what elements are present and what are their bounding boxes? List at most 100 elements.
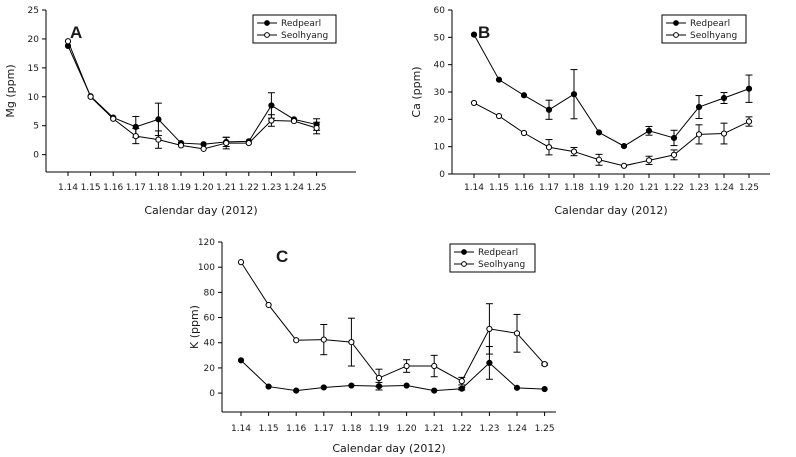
data-point [695, 103, 703, 111]
data-point [570, 148, 578, 155]
data-point [570, 91, 578, 98]
legend-label: Redpearl [478, 248, 518, 258]
y-tick-label: 10 [434, 143, 446, 153]
legend: Redpearl Seolhyang [449, 243, 536, 273]
x-tick-label: 1.19 [171, 183, 191, 193]
data-point [745, 85, 753, 92]
data-point [348, 339, 355, 346]
x-tick-label: 1.19 [369, 424, 389, 434]
data-point [545, 106, 553, 113]
data-point [486, 325, 493, 332]
legend: Redpearl Seolhyang [252, 14, 337, 44]
x-tick-label: 1.18 [341, 424, 361, 434]
chart-panel-b: 0 10 20 30 40 50 60 1.14 1.15 1.16 1.17 1.18 1.19 1.2… [410, 6, 770, 217]
x-axis-label: Calendar day (2012) [554, 204, 667, 217]
x-tick-label: 1.23 [479, 424, 499, 434]
data-point [110, 115, 117, 122]
x-tick-label: 1.21 [639, 183, 659, 193]
x-tick-label: 1.15 [259, 424, 279, 434]
legend-marker [264, 32, 270, 38]
data-point [403, 382, 410, 389]
data-point [268, 102, 275, 109]
series-redpearl [470, 31, 753, 150]
data-point [64, 38, 72, 45]
x-tick-label: 1.14 [58, 183, 78, 193]
y-tick-label: 20 [204, 364, 216, 374]
x-tick-label: 1.20 [614, 183, 634, 193]
y-tick-label: 10 [28, 93, 40, 103]
data-point [320, 336, 327, 343]
data-point [177, 142, 185, 149]
x-tick-label: 1.16 [286, 424, 306, 434]
data-point [545, 144, 553, 151]
y-tick-label: 15 [28, 64, 39, 74]
y-tick-label: 30 [434, 88, 446, 98]
series-line [67, 45, 317, 145]
data-point [265, 301, 272, 309]
data-point [237, 357, 245, 364]
legend-label: Seolhyang [281, 31, 328, 41]
data-point [513, 330, 521, 337]
chart-panel-c: 0 20 40 60 80 100 120 1.14 1.15 1.16 1.17 1.18 1.19 1… [188, 238, 556, 455]
x-tick-label: 1.15 [81, 183, 101, 193]
y-tick-label: 20 [434, 115, 446, 125]
x-tick-label: 1.18 [148, 183, 168, 193]
x-tick-label: 1.22 [239, 183, 259, 193]
data-point [720, 130, 728, 137]
y-tick-label: 100 [198, 263, 215, 273]
data-point [293, 337, 300, 344]
y-axis-label: Ca (ppm) [410, 66, 423, 117]
x-tick-label: 1.16 [103, 183, 123, 193]
x-tick-label: 1.23 [689, 183, 709, 193]
data-point [720, 94, 728, 102]
x-tick-label: 1.16 [514, 183, 534, 193]
data-point [541, 361, 548, 368]
data-point [375, 374, 383, 382]
data-point [645, 127, 653, 134]
y-tick-label: 0 [33, 151, 39, 161]
y-tick-label: 25 [28, 6, 39, 16]
x-tick-label: 1.25 [307, 183, 327, 193]
data-point [431, 387, 438, 394]
data-point [513, 384, 521, 391]
x-tick-label: 1.20 [397, 424, 417, 434]
series-line [67, 41, 317, 150]
data-point [320, 384, 327, 391]
y-tick-label: 80 [204, 288, 216, 298]
data-point [348, 382, 355, 389]
x-tick-label: 1.22 [452, 424, 472, 434]
legend-marker [673, 20, 679, 26]
y-tick-label: 0 [439, 170, 445, 180]
x-tick-label: 1.14 [464, 183, 484, 193]
data-point [470, 99, 478, 107]
y-axis-label: Mg (ppm) [4, 64, 17, 117]
x-tick-label: 1.21 [424, 424, 444, 434]
x-axis-label: Calendar day (2012) [332, 442, 445, 455]
data-point [745, 118, 753, 125]
y-tick-label: 20 [28, 35, 40, 45]
series-redpearl [64, 42, 321, 148]
panel-label: B [478, 23, 490, 42]
y-tick-label: 40 [204, 339, 216, 349]
series-line [240, 360, 545, 392]
x-tick-label: 1.23 [261, 183, 281, 193]
legend-marker [673, 32, 679, 38]
legend-label: Seolhyang [478, 260, 525, 270]
data-point [470, 31, 478, 38]
data-point [520, 92, 528, 99]
x-axis-label: Calendar day (2012) [144, 204, 257, 217]
series-redpearl [237, 346, 548, 394]
data-point [645, 157, 653, 164]
data-point [595, 156, 603, 163]
data-point [670, 151, 678, 158]
series-line [473, 102, 750, 167]
series-line [240, 261, 545, 382]
data-point [245, 139, 252, 147]
x-tick-label: 1.24 [284, 183, 304, 193]
y-tick-label: 60 [434, 6, 446, 16]
data-point [237, 259, 245, 266]
y-tick-label: 50 [434, 33, 446, 43]
legend-marker [461, 249, 467, 255]
